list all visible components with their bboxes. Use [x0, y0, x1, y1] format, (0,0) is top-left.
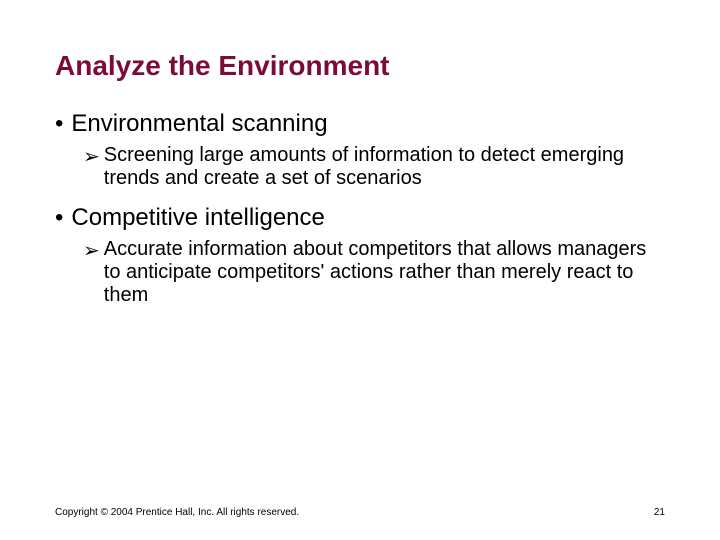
- bullet-text: Environmental scanning: [71, 110, 327, 138]
- footer-page-number: 21: [654, 507, 665, 518]
- bullet-text: Screening large amounts of information t…: [104, 144, 665, 190]
- footer-copyright: Copyright © 2004 Prentice Hall, Inc. All…: [55, 507, 299, 518]
- bullet-marker: ➢: [83, 144, 100, 190]
- bullet-marker: •: [55, 204, 63, 232]
- bullet-marker: •: [55, 110, 63, 138]
- bullet-marker: ➢: [83, 238, 100, 307]
- bullet-level2: ➢Accurate information about competitors …: [83, 238, 665, 307]
- bullet-level1: • Environmental scanning: [55, 110, 665, 138]
- slide-container: Analyze the Environment • Environmental s…: [0, 0, 720, 540]
- bullet-text: Competitive intelligence: [71, 204, 324, 232]
- bullet-text: Accurate information about competitors t…: [104, 238, 665, 307]
- bullet-level2: ➢Screening large amounts of information …: [83, 144, 665, 190]
- bullet-list: •Environmental scanning➢Screening large …: [55, 110, 665, 307]
- bullet-level1: • Competitive intelligence: [55, 204, 665, 232]
- slide-title: Analyze the Environment: [55, 50, 665, 82]
